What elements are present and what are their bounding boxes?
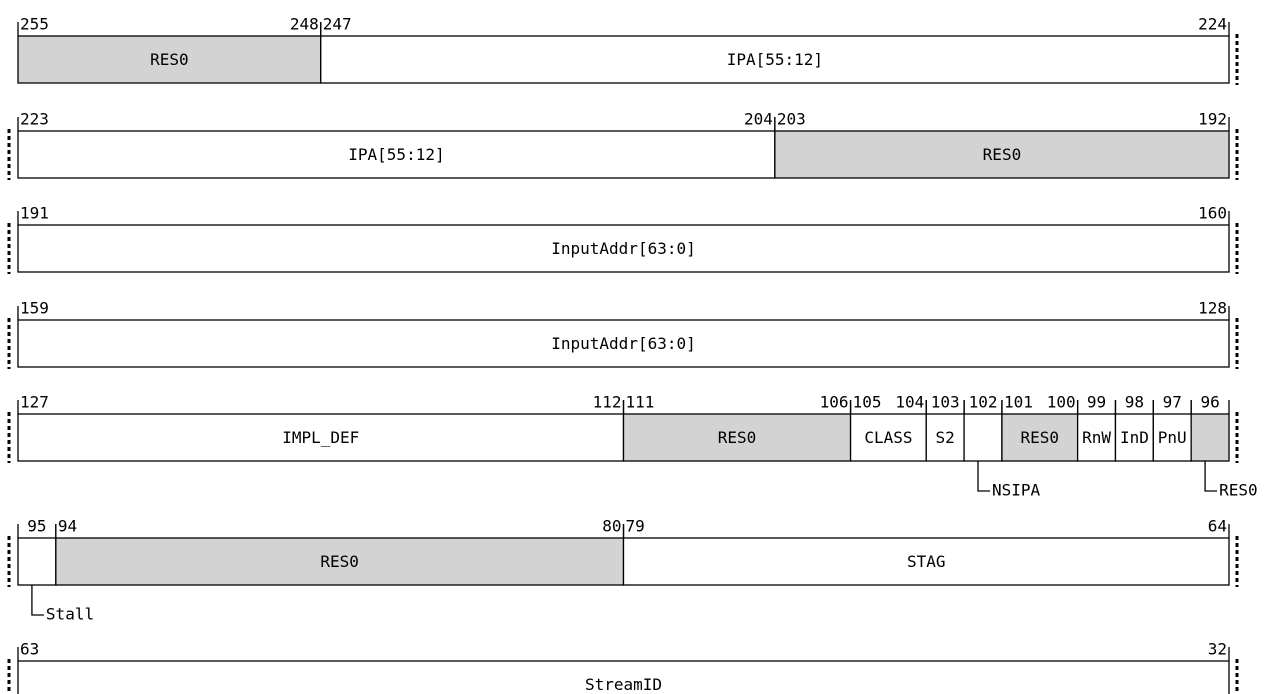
field-box: [925, 413, 965, 462]
bit-number: 94: [58, 517, 77, 536]
field-box: [320, 35, 1230, 84]
bit-number: 79: [626, 517, 645, 536]
field-name: RES0: [1219, 481, 1258, 500]
field-box: [1190, 413, 1230, 462]
bit-number: 112: [593, 393, 622, 412]
bit-number: 159: [20, 299, 49, 318]
bit-number: 64: [1208, 517, 1227, 536]
bit-number: 103: [931, 393, 960, 412]
bit-number: 111: [626, 393, 655, 412]
field-name: InD: [1120, 428, 1149, 447]
bit-number: 98: [1125, 393, 1144, 412]
bit-number: 247: [323, 15, 352, 34]
bit-number: 32: [1208, 640, 1227, 659]
field-name: STAG: [907, 552, 946, 571]
field-name: IPA[55:12]: [348, 145, 444, 164]
bit-number: 248: [290, 15, 319, 34]
callout-line: [1204, 461, 1218, 492]
field-box: [17, 660, 1230, 694]
field-box: [774, 130, 1230, 179]
callout-line: [977, 461, 991, 492]
bit-number: 192: [1198, 110, 1227, 129]
field-name: RES0: [718, 428, 757, 447]
field-name: RES0: [320, 552, 359, 571]
callout-line: [31, 585, 44, 616]
field-name: PnU: [1158, 428, 1187, 447]
field-name: RES0: [983, 145, 1022, 164]
field-name: CLASS: [864, 428, 912, 447]
field-box: [17, 319, 1230, 368]
bit-number: 127: [20, 393, 49, 412]
bit-number: 80: [602, 517, 621, 536]
bit-number: 224: [1198, 15, 1227, 34]
bit-number: 203: [777, 110, 806, 129]
field-name: InputAddr[63:0]: [551, 334, 696, 353]
bit-number: 223: [20, 110, 49, 129]
field-name: NSIPA: [992, 481, 1041, 500]
field-box: [1001, 413, 1079, 462]
field-box: [622, 413, 852, 462]
field-box: [17, 224, 1230, 273]
bit-number: 105: [853, 393, 882, 412]
field-box: [17, 35, 322, 84]
bit-number: 255: [20, 15, 49, 34]
field-box: [17, 537, 57, 586]
field-name: IPA[55:12]: [727, 50, 823, 69]
field-name: IMPL_DEF: [282, 428, 359, 447]
bit-number: 96: [1200, 393, 1219, 412]
bit-number: 106: [820, 393, 849, 412]
field-name: Stall: [46, 605, 94, 624]
field-box: [1152, 413, 1192, 462]
bit-number: 204: [744, 110, 773, 129]
bit-number: 95: [27, 517, 46, 536]
bit-number: 63: [20, 640, 39, 659]
bit-number: 128: [1198, 299, 1227, 318]
bit-number: 101: [1004, 393, 1033, 412]
bit-number: 191: [20, 204, 49, 223]
field-name: RnW: [1082, 428, 1111, 447]
field-box: [1076, 413, 1117, 462]
bit-number: 97: [1163, 393, 1182, 412]
field-name: RES0: [150, 50, 189, 69]
bit-number: 160: [1198, 204, 1227, 223]
field-box: [622, 537, 1230, 586]
field-name: RES0: [1021, 428, 1060, 447]
bit-number: 102: [969, 393, 998, 412]
field-name: S2: [936, 428, 955, 447]
bit-number: 104: [895, 393, 924, 412]
field-name: StreamID: [585, 675, 662, 694]
field-box: [963, 413, 1003, 462]
field-box: [55, 537, 625, 586]
bit-number: 99: [1087, 393, 1106, 412]
bit-number: 100: [1047, 393, 1076, 412]
field-name: InputAddr[63:0]: [551, 239, 696, 258]
